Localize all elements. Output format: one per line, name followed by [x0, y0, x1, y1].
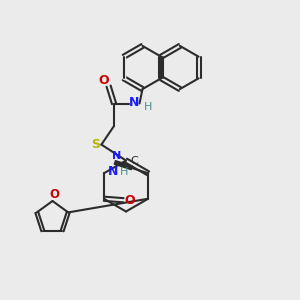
Text: H: H — [144, 101, 152, 112]
Text: N: N — [108, 165, 119, 178]
Text: O: O — [98, 74, 109, 87]
Text: O: O — [125, 194, 135, 207]
Text: H: H — [120, 167, 128, 177]
Text: N: N — [129, 96, 139, 109]
Text: S: S — [92, 137, 100, 151]
Text: N: N — [112, 152, 121, 161]
Text: O: O — [49, 188, 59, 201]
Text: C: C — [130, 156, 138, 166]
